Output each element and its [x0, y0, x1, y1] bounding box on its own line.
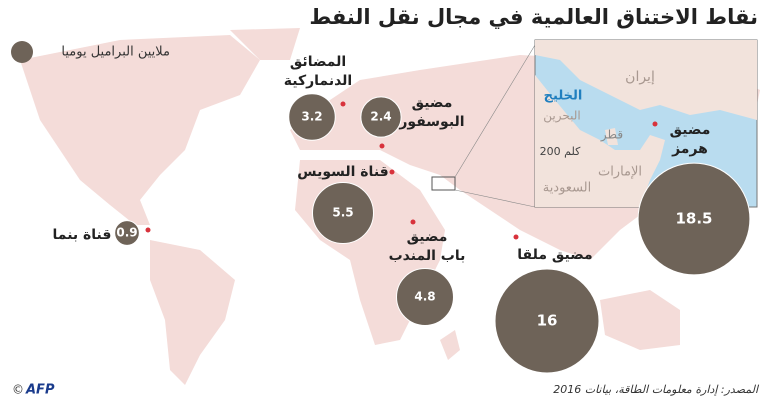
- value-label: 16: [537, 312, 558, 330]
- bubble: [360, 96, 402, 138]
- chokepoint-name: مضيق ملقا: [517, 247, 592, 263]
- inset-connector: [454, 189, 536, 208]
- credit-symbol: ©: [12, 383, 24, 397]
- value-label: 2.4: [370, 110, 391, 124]
- chokepoint-name: الدنماركية: [284, 73, 352, 89]
- value-label: 0.9: [116, 226, 137, 240]
- inset-connector: [454, 44, 536, 178]
- inset-label: قطر: [600, 128, 623, 143]
- chokepoint-name: مضيق: [412, 95, 453, 111]
- location-dot: [652, 121, 658, 127]
- bubble: [494, 268, 600, 374]
- legend-label: ملايين البراميل يوميا: [61, 45, 170, 60]
- location-dot: [513, 234, 519, 240]
- bubble: [312, 182, 374, 244]
- source: المصدر: إدارة معلومات الطاقة، بيانات 201…: [553, 383, 760, 396]
- title: نقاط الاختناق العالمية في مجال نقل النفط: [309, 5, 758, 29]
- inset-label: الخليج: [544, 89, 583, 104]
- chokepoint-name: مضيق: [407, 229, 448, 245]
- bubble: [396, 268, 454, 326]
- value-label: 18.5: [675, 210, 712, 228]
- bubble: [288, 93, 336, 141]
- inset-marker: [431, 176, 456, 191]
- chokepoint-name: هرمز: [671, 141, 708, 157]
- inset-label: إيران: [625, 69, 655, 85]
- chokepoint-name: البوسفور: [398, 114, 464, 130]
- inset-label: 200 كلم: [540, 145, 581, 158]
- bubble: [637, 162, 751, 276]
- chokepoint-name: قناة بنما: [53, 227, 112, 243]
- location-dot: [379, 143, 385, 149]
- inset-label: الإمارات: [598, 165, 642, 180]
- value-label: 3.2: [301, 110, 322, 124]
- chokepoint-name: باب المندب: [389, 248, 466, 264]
- inset-label: السعودية: [543, 181, 592, 196]
- location-dot: [340, 101, 346, 107]
- credit-logo: AFP: [25, 383, 55, 398]
- location-dot: [410, 219, 416, 225]
- inset-label: البحرين: [543, 109, 580, 124]
- bubble: [114, 220, 140, 246]
- legend-symbol: [11, 41, 33, 63]
- value-label: 5.5: [332, 206, 353, 220]
- value-label: 4.8: [414, 290, 435, 304]
- chokepoint-name: مضيق: [670, 122, 711, 138]
- chokepoint-name: قناة السويس: [297, 164, 388, 180]
- location-dot: [389, 169, 395, 175]
- location-dot: [145, 227, 151, 233]
- chokepoint-name: المضائق: [290, 54, 346, 70]
